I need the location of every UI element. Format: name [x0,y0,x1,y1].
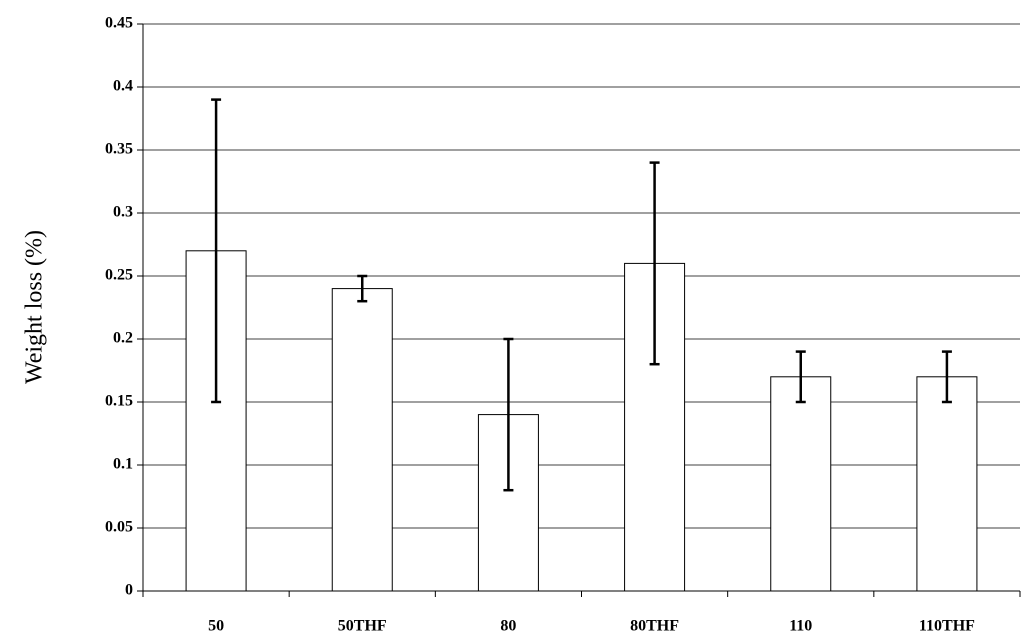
x-tick-label: 80 [500,618,516,635]
y-tick-label: 0.4 [113,78,133,95]
y-tick-label: 0.25 [105,267,133,284]
x-tick-label: 50THF [338,618,387,635]
bar [917,377,977,591]
x-tick-label: 80THF [630,618,679,635]
y-tick-label: 0.3 [113,204,133,221]
x-tick-label: 110THF [919,618,975,635]
y-tick-label: 0.1 [113,456,133,473]
y-tick-label: 0.35 [105,141,133,158]
page: Weight loss (%) 0 0.05 0.1 0.15 0.2 0.25 0.3 0.… [0,0,1024,637]
bar [771,377,831,591]
y-tick-label: 0.45 [105,15,133,32]
y-axis-label: Weight loss (%) [22,230,48,384]
x-tick-label: 110 [789,618,812,635]
x-tick-label: 50 [208,618,224,635]
chart: Weight loss (%) 0 0.05 0.1 0.15 0.2 0.25 0.3 0.… [0,0,1024,637]
y-tick-label: 0 [125,582,133,599]
y-tick-label: 0.2 [113,330,133,347]
y-tick-label: 0.15 [105,393,133,410]
bar [332,289,392,591]
y-tick-label: 0.05 [105,519,133,536]
